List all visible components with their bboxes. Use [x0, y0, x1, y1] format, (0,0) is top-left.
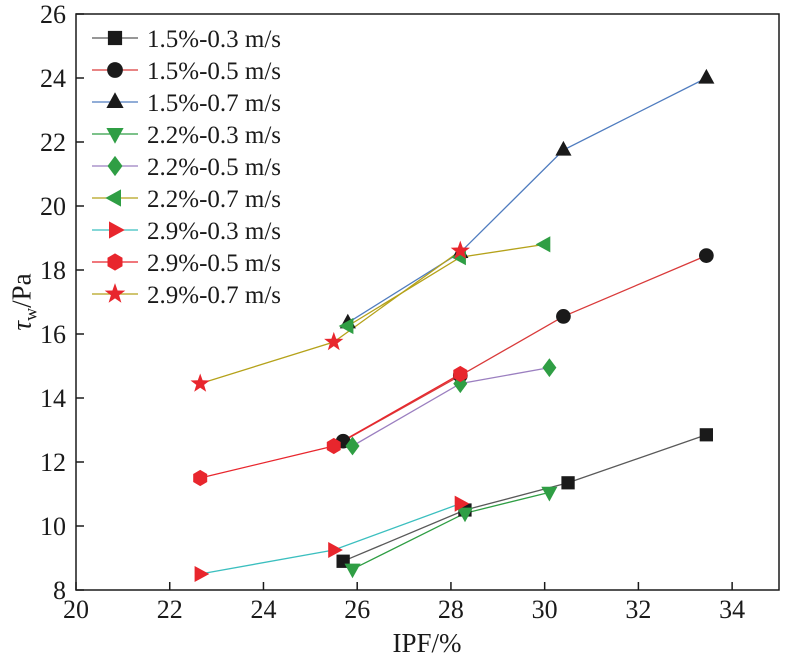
legend-label: 2.2%-0.7 m/s — [147, 186, 281, 213]
series-1-marker — [699, 248, 714, 263]
y-tick-label: 16 — [40, 320, 66, 349]
legend-item-4: 2.2%-0.5 m/s — [92, 154, 281, 181]
legend-marker — [109, 221, 125, 239]
y-axis-label-symbol: τ — [6, 320, 37, 331]
y-tick-label: 14 — [40, 384, 66, 413]
plot-frame — [75, 13, 780, 591]
y-axis-label: τw/Pa — [6, 273, 41, 330]
series-8-marker — [324, 331, 344, 351]
legend-item-3: 2.2%-0.3 m/s — [92, 122, 281, 149]
y-axis-label-unit: /Pa — [6, 273, 37, 308]
legend-marker — [107, 155, 123, 177]
series-3-marker — [541, 486, 558, 502]
series-3-marker — [456, 507, 473, 523]
series-4-marker — [542, 358, 557, 378]
series-7-marker — [453, 365, 468, 383]
y-tick-label: 12 — [40, 448, 66, 477]
series-1-marker — [556, 309, 571, 324]
series-0-marker — [561, 476, 575, 490]
series-3-marker — [344, 563, 361, 579]
y-tick-label: 24 — [40, 64, 66, 93]
y-tick-label: 26 — [40, 0, 66, 29]
legend-label: 2.9%-0.7 m/s — [147, 282, 281, 309]
series-line-0 — [342, 434, 707, 562]
y-axis-label-subscript: w — [20, 307, 41, 321]
legend-marker — [104, 283, 126, 303]
series-0-marker — [699, 428, 713, 442]
x-tick-label: 34 — [719, 595, 745, 624]
series-6-marker — [454, 495, 470, 512]
series-7-marker — [193, 469, 208, 487]
legend-label: 2.9%-0.3 m/s — [147, 218, 281, 245]
legend-label: 1.5%-0.5 m/s — [147, 58, 281, 85]
x-tick-label: 26 — [344, 595, 370, 624]
series-5-marker — [338, 317, 354, 335]
series-line-2 — [347, 77, 707, 324]
series-8-marker — [450, 240, 470, 259]
x-tick-label: 24 — [250, 595, 276, 624]
legend-item-7: 2.9%-0.5 m/s — [92, 250, 281, 277]
series-line-3 — [352, 491, 550, 570]
legend-marker — [107, 30, 123, 46]
series-line-6 — [200, 502, 461, 575]
series-line-5 — [347, 243, 545, 327]
legend-marker — [106, 92, 124, 108]
series-2-marker — [698, 68, 715, 84]
y-tick-label: 8 — [53, 576, 66, 605]
legend-label: 2.2%-0.5 m/s — [147, 154, 281, 181]
x-tick-label: 32 — [625, 595, 651, 624]
x-tick-label: 28 — [438, 595, 464, 624]
legend-item-5: 2.2%-0.7 m/s — [92, 186, 281, 213]
y-tick-label: 18 — [40, 256, 66, 285]
legend-item-2: 1.5%-0.7 m/s — [92, 90, 281, 117]
x-axis-label: IPF/% — [392, 628, 462, 658]
series-2-marker — [555, 140, 572, 156]
series-line-7 — [200, 373, 461, 479]
series-6-marker — [328, 542, 343, 558]
y-tick-label: 10 — [40, 512, 66, 541]
legend-label: 1.5%-0.7 m/s — [147, 90, 281, 117]
legend-item-6: 2.9%-0.3 m/s — [92, 218, 281, 245]
legend-item-8: 2.9%-0.7 m/s — [92, 282, 281, 309]
series-line-1 — [342, 255, 707, 442]
legend-marker — [106, 128, 124, 144]
legend-label: 2.9%-0.5 m/s — [147, 250, 281, 277]
y-tick-label: 20 — [40, 192, 66, 221]
series-6-marker — [194, 566, 210, 582]
legend-label: 1.5%-0.3 m/s — [147, 26, 281, 53]
series-5-marker — [535, 236, 551, 253]
x-tick-label: 22 — [157, 595, 183, 624]
legend-label: 2.2%-0.3 m/s — [147, 122, 281, 149]
legend-marker — [107, 253, 123, 271]
x-tick-label: 20 — [63, 595, 89, 624]
series-8-marker — [190, 373, 210, 392]
x-tick-label: 30 — [532, 595, 558, 624]
legend-marker — [107, 62, 123, 78]
y-tick-label: 22 — [40, 128, 66, 157]
series-4-marker — [345, 436, 360, 456]
series-7-marker — [326, 437, 341, 455]
legend-item-1: 1.5%-0.5 m/s — [92, 58, 281, 85]
legend-item-0: 1.5%-0.3 m/s — [92, 26, 281, 53]
legend-marker — [105, 189, 121, 207]
